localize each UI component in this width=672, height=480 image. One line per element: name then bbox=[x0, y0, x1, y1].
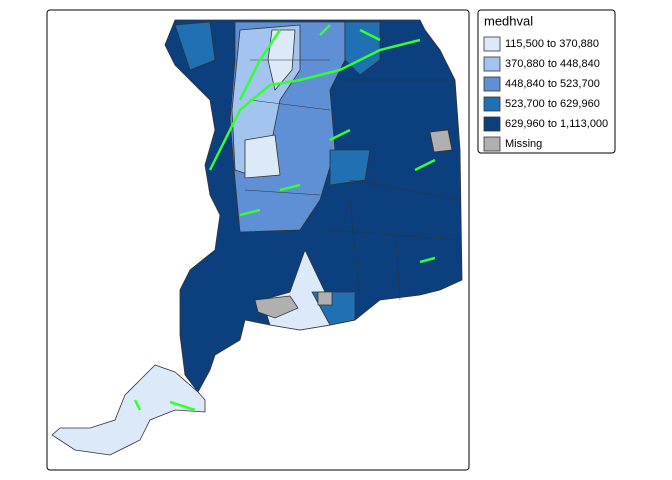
region-boundaries bbox=[244, 59, 461, 301]
legend-swatch bbox=[483, 136, 501, 152]
legend-label: 370,880 to 448,840 bbox=[505, 58, 600, 70]
legend-swatch bbox=[483, 96, 501, 112]
legend-title: medhval bbox=[484, 13, 533, 28]
legend-label: 523,700 to 629,960 bbox=[505, 98, 600, 110]
legend-label: Missing bbox=[505, 138, 542, 150]
region-blue bbox=[174, 21, 381, 186]
river bbox=[133, 183, 301, 412]
legend: medhval 115,500 to 370,880 370,880 to 448… bbox=[477, 9, 616, 154]
legend-label: 448,840 to 523,700 bbox=[505, 78, 600, 90]
region-light-tail bbox=[51, 364, 206, 456]
legend-swatch bbox=[483, 76, 501, 92]
legend-swatch bbox=[483, 116, 501, 132]
river bbox=[208, 38, 421, 171]
legend-label: 115,500 to 370,880 bbox=[505, 38, 599, 50]
legend-swatch bbox=[483, 56, 501, 72]
river bbox=[319, 24, 436, 264]
legend-label: 629,960 to 1,113,000 bbox=[505, 118, 608, 130]
rivers bbox=[133, 24, 436, 412]
region-lightest bbox=[244, 29, 296, 179]
legend-frame bbox=[477, 9, 616, 154]
region-missing bbox=[254, 129, 453, 319]
river bbox=[238, 29, 282, 101]
legend-swatch bbox=[483, 36, 501, 52]
